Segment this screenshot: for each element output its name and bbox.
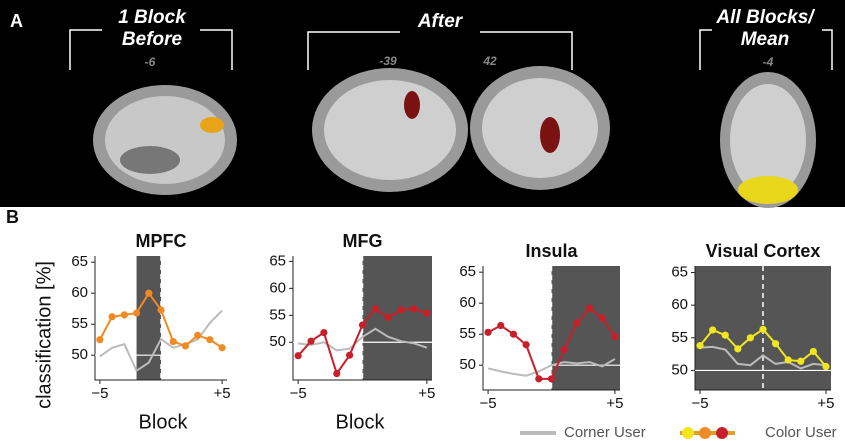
legend-marker (716, 427, 728, 439)
group-title: 1 Block (118, 7, 187, 28)
y-tick-label: 60 (71, 284, 88, 301)
point (346, 352, 353, 359)
chart-title: MFG (343, 231, 383, 251)
point (96, 336, 103, 343)
chart-title: Insula (525, 241, 578, 261)
x-tick-label: −5 (290, 385, 307, 402)
panel-label: A (10, 11, 23, 31)
y-tick-label: 65 (671, 263, 688, 280)
group-title: Before (122, 29, 183, 50)
point (484, 329, 491, 336)
point (206, 336, 213, 343)
point (497, 322, 504, 329)
y-tick-label: 50 (269, 333, 286, 350)
y-tick-label: 55 (671, 329, 688, 346)
point (385, 314, 392, 321)
point (145, 290, 152, 297)
point (747, 334, 754, 341)
group-title: After (417, 11, 464, 32)
legend-text: Color User (765, 424, 837, 441)
point (194, 332, 201, 339)
y-tick-label: 65 (459, 263, 476, 280)
group-title: Mean (741, 29, 790, 50)
y-tick-label: 50 (71, 346, 88, 363)
point (320, 329, 327, 336)
point (759, 326, 766, 333)
y-tick-label: 55 (71, 315, 88, 332)
slice-number: -4 (763, 55, 774, 69)
group-title: All Blocks/ (715, 7, 815, 28)
y-axis-label: classification [%] (33, 261, 55, 409)
legend-marker (682, 427, 694, 439)
point (510, 331, 517, 338)
point (182, 342, 189, 349)
point (359, 321, 366, 328)
shaded-region (363, 256, 433, 380)
point (109, 313, 116, 320)
point (423, 310, 430, 317)
point (772, 340, 779, 347)
legend-text: Corner User (564, 424, 646, 441)
point (548, 375, 555, 382)
point (410, 305, 417, 312)
x-axis-label: Block (139, 411, 189, 433)
point (133, 309, 140, 316)
point (573, 319, 580, 326)
point (372, 305, 379, 312)
slice-number: -6 (145, 55, 156, 69)
x-tick-label: −5 (691, 395, 708, 412)
y-tick-label: 60 (671, 296, 688, 313)
y-tick-label: 55 (269, 306, 286, 323)
figure: A 1 BlockBefore -6 After -39 42 All Blocks/Mea… (0, 0, 845, 441)
point (586, 305, 593, 312)
x-tick-label: +5 (418, 385, 435, 402)
x-tick-label: +5 (606, 395, 623, 412)
y-tick-label: 60 (269, 279, 286, 296)
point (822, 363, 829, 370)
point (722, 332, 729, 339)
charts: MPFC 50 55 60 65 −5 +5 MFG 50 55 60 65 −5 +5 Insula 50 5… (71, 231, 834, 412)
point (157, 306, 164, 313)
point (696, 342, 703, 349)
point (561, 346, 568, 353)
point (170, 338, 177, 345)
x-tick-label: −5 (480, 395, 497, 412)
x-tick-label: +5 (214, 385, 231, 402)
x-tick-label: −5 (91, 385, 108, 402)
y-tick-label: 50 (459, 356, 476, 373)
y-tick-label: 65 (71, 253, 88, 270)
point (219, 344, 226, 351)
y-tick-label: 65 (269, 252, 286, 269)
point (307, 338, 314, 345)
point (785, 356, 792, 363)
point (810, 348, 817, 355)
point (797, 358, 804, 365)
point (709, 326, 716, 333)
point (398, 306, 405, 313)
y-tick-label: 50 (671, 361, 688, 378)
x-tick-label: +5 (817, 395, 834, 412)
legend-marker (699, 427, 711, 439)
point (333, 370, 340, 377)
point (523, 341, 530, 348)
point (611, 333, 618, 340)
point (535, 375, 542, 382)
point (599, 314, 606, 321)
panel-label: B (6, 207, 19, 227)
chart-title: Visual Cortex (706, 241, 821, 261)
y-tick-label: 60 (459, 294, 476, 311)
point (734, 345, 741, 352)
point (295, 352, 302, 359)
chart-title: MPFC (136, 231, 187, 251)
point (121, 311, 128, 318)
x-axis-label: Block (336, 411, 386, 433)
slice-number: 42 (482, 54, 497, 68)
y-tick-label: 55 (459, 325, 476, 342)
slice-number: -39 (379, 54, 397, 68)
